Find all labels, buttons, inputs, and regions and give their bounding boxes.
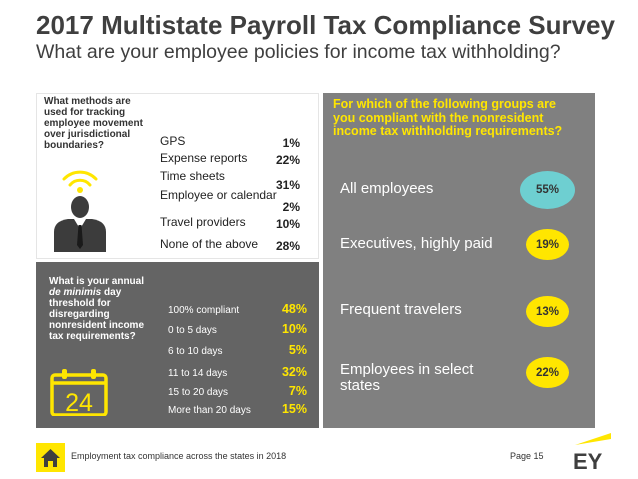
tracking-method-row: Time sheets 31% (160, 170, 310, 192)
threshold-label: 0 to 5 days (168, 325, 217, 336)
page-title: 2017 Multistate Payroll Tax Compliance S… (36, 10, 615, 40)
tracking-method-value: 10% (275, 217, 300, 231)
tracking-method-value: 2% (282, 200, 300, 214)
threshold-label: More than 20 days (168, 405, 251, 416)
tracking-method-value: 1% (282, 136, 300, 150)
threshold-value: 7% (288, 384, 307, 398)
tracking-method-label: Travel providers (160, 216, 246, 229)
home-icon[interactable] (36, 443, 65, 472)
tracking-method-label: None of the above (160, 238, 259, 251)
de-minimis-question: What is your annual de minimis day thres… (49, 276, 145, 342)
tracking-method-row: GPS 1% (160, 135, 310, 155)
calendar-icon: 24 (50, 369, 108, 416)
group-value-bubble: 55% (520, 171, 575, 209)
threshold-label: 6 to 10 days (168, 346, 223, 357)
svg-text:EY: EY (573, 449, 603, 473)
threshold-value: 5% (288, 343, 307, 357)
group-value-bubble: 13% (526, 296, 569, 327)
tracking-method-label: Employee or calendar (160, 189, 277, 202)
threshold-label: 11 to 14 days (168, 368, 228, 379)
threshold-row: More than 20 days 15% (168, 402, 311, 420)
group-label: Frequent travelers (340, 301, 462, 318)
threshold-value: 10% (281, 322, 307, 336)
tracking-method-value: 22% (275, 153, 300, 167)
threshold-value: 48% (281, 302, 307, 316)
threshold-row: 6 to 10 days 5% (168, 343, 311, 361)
threshold-row: 0 to 5 days 10% (168, 322, 311, 340)
group-label: Employees in select states (340, 361, 474, 394)
group-value-bubble: 22% (526, 357, 569, 388)
threshold-label: 15 to 20 days (168, 387, 229, 398)
threshold-label: 100% compliant (168, 305, 240, 316)
threshold-row: 15 to 20 days 7% (168, 384, 311, 402)
tracking-method-row: Employee or calendar 2% (160, 189, 310, 214)
tracking-method-row: None of the above 28% (160, 238, 310, 258)
threshold-row: 100% compliant 48% (168, 302, 311, 320)
ey-logo: EY (573, 433, 611, 473)
threshold-value: 32% (281, 365, 307, 379)
footer-text: Employment tax compliance across the sta… (71, 451, 287, 461)
calendar-number: 24 (65, 389, 93, 416)
group-label: All employees (340, 180, 434, 197)
page-number: Page 15 (510, 451, 544, 461)
tracking-method-value: 31% (275, 178, 300, 192)
tracking-method-row: Expense reports 22% (160, 152, 310, 172)
tracking-method-label: GPS (160, 135, 186, 148)
de-minimis-panel (36, 262, 319, 428)
tracking-method-value: 28% (275, 239, 300, 253)
threshold-value: 15% (281, 402, 307, 416)
group-value-bubble: 19% (526, 229, 569, 260)
page-subtitle: What are your employee policies for inco… (36, 41, 561, 63)
person-wifi-icon (54, 170, 106, 252)
compliance-groups-question: For which of the following groups are yo… (333, 97, 563, 138)
tracking-method-label: Time sheets (160, 170, 225, 183)
tracking-methods-question: What methods are used for tracking emplo… (44, 96, 143, 151)
threshold-row: 11 to 14 days 32% (168, 365, 311, 383)
tracking-method-row: Travel providers 10% (160, 216, 310, 236)
group-label: Executives, highly paid (340, 235, 493, 252)
tracking-method-label: Expense reports (160, 152, 248, 165)
